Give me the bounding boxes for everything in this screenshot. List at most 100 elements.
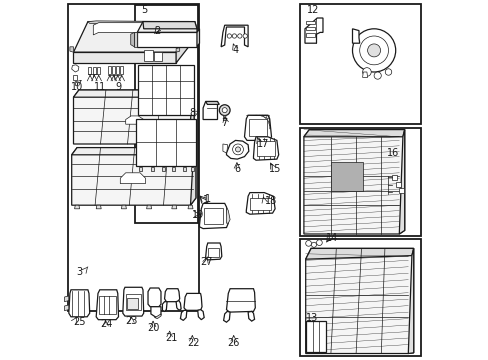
Polygon shape bbox=[188, 90, 194, 144]
Text: 17: 17 bbox=[257, 139, 269, 149]
Circle shape bbox=[243, 34, 247, 38]
Bar bbox=[306, 321, 325, 352]
Polygon shape bbox=[203, 102, 217, 120]
Circle shape bbox=[373, 72, 381, 79]
Polygon shape bbox=[137, 22, 197, 32]
Text: 11: 11 bbox=[94, 82, 106, 93]
Polygon shape bbox=[407, 248, 413, 354]
Circle shape bbox=[311, 242, 316, 247]
Polygon shape bbox=[187, 205, 193, 209]
Polygon shape bbox=[88, 21, 188, 23]
Polygon shape bbox=[362, 72, 367, 77]
Circle shape bbox=[219, 105, 230, 116]
Bar bbox=[88, 67, 91, 74]
Bar bbox=[305, 33, 314, 37]
Polygon shape bbox=[246, 193, 275, 214]
Bar bbox=[305, 21, 314, 24]
Polygon shape bbox=[352, 29, 359, 43]
Bar bbox=[154, 52, 162, 61]
Polygon shape bbox=[221, 25, 247, 47]
Polygon shape bbox=[247, 311, 254, 321]
Polygon shape bbox=[226, 289, 255, 312]
Bar bbox=[120, 66, 123, 74]
Text: 16: 16 bbox=[386, 148, 398, 158]
Polygon shape bbox=[64, 296, 69, 302]
Polygon shape bbox=[164, 289, 179, 302]
Bar bbox=[143, 50, 152, 61]
Polygon shape bbox=[199, 203, 228, 229]
Bar bbox=[125, 294, 141, 310]
Circle shape bbox=[352, 29, 395, 72]
Bar bbox=[305, 27, 314, 30]
Bar bbox=[127, 298, 138, 309]
Polygon shape bbox=[171, 205, 177, 209]
Polygon shape bbox=[130, 32, 134, 47]
Bar bbox=[68, 4, 199, 311]
Polygon shape bbox=[162, 302, 167, 311]
Text: 22: 22 bbox=[187, 338, 200, 348]
Polygon shape bbox=[69, 290, 89, 317]
Polygon shape bbox=[303, 130, 404, 234]
Polygon shape bbox=[205, 243, 222, 260]
Circle shape bbox=[227, 34, 231, 38]
Text: 1: 1 bbox=[203, 195, 209, 205]
Polygon shape bbox=[134, 32, 137, 47]
Polygon shape bbox=[226, 140, 248, 159]
Polygon shape bbox=[148, 288, 161, 307]
Text: 3: 3 bbox=[77, 267, 82, 277]
Text: 20: 20 bbox=[147, 323, 160, 333]
Bar bbox=[300, 4, 420, 124]
Text: 6: 6 bbox=[234, 164, 240, 174]
Bar bbox=[330, 162, 363, 191]
Polygon shape bbox=[73, 52, 176, 63]
Polygon shape bbox=[172, 167, 175, 171]
Bar bbox=[204, 208, 223, 224]
Polygon shape bbox=[73, 22, 188, 52]
Polygon shape bbox=[305, 18, 322, 43]
Polygon shape bbox=[176, 34, 188, 63]
Circle shape bbox=[237, 34, 242, 38]
Polygon shape bbox=[139, 167, 142, 171]
Bar bbox=[92, 67, 96, 74]
Text: 9: 9 bbox=[115, 82, 121, 93]
Bar bbox=[249, 198, 270, 210]
Bar bbox=[395, 182, 400, 187]
Polygon shape bbox=[305, 248, 413, 354]
Polygon shape bbox=[183, 293, 202, 310]
Text: 14: 14 bbox=[325, 233, 337, 243]
Bar bbox=[300, 239, 420, 356]
Bar bbox=[208, 248, 219, 257]
Polygon shape bbox=[176, 48, 179, 52]
Polygon shape bbox=[223, 116, 225, 121]
Polygon shape bbox=[205, 102, 219, 104]
Text: 26: 26 bbox=[227, 338, 239, 348]
Bar bbox=[391, 175, 396, 180]
Polygon shape bbox=[72, 148, 196, 155]
Polygon shape bbox=[125, 116, 143, 124]
Text: 15: 15 bbox=[268, 164, 281, 174]
Polygon shape bbox=[64, 305, 69, 311]
Polygon shape bbox=[121, 205, 126, 209]
Text: 4: 4 bbox=[232, 45, 239, 55]
Text: 8: 8 bbox=[189, 108, 195, 118]
Text: 13: 13 bbox=[305, 312, 318, 323]
Circle shape bbox=[305, 240, 311, 246]
Bar bbox=[116, 66, 119, 74]
Text: 18: 18 bbox=[264, 195, 276, 206]
Circle shape bbox=[367, 44, 380, 57]
Text: 21: 21 bbox=[165, 333, 177, 343]
Bar bbox=[134, 5, 197, 223]
Polygon shape bbox=[75, 205, 80, 209]
Bar bbox=[99, 296, 116, 314]
Polygon shape bbox=[72, 65, 79, 72]
Polygon shape bbox=[303, 130, 404, 137]
Circle shape bbox=[222, 108, 227, 113]
Polygon shape bbox=[176, 301, 181, 310]
Bar bbox=[399, 188, 404, 193]
Polygon shape bbox=[191, 167, 194, 171]
Polygon shape bbox=[120, 173, 145, 184]
Polygon shape bbox=[223, 144, 227, 153]
Text: 25: 25 bbox=[73, 317, 86, 327]
Text: 12: 12 bbox=[306, 5, 319, 15]
Bar bbox=[73, 75, 77, 80]
